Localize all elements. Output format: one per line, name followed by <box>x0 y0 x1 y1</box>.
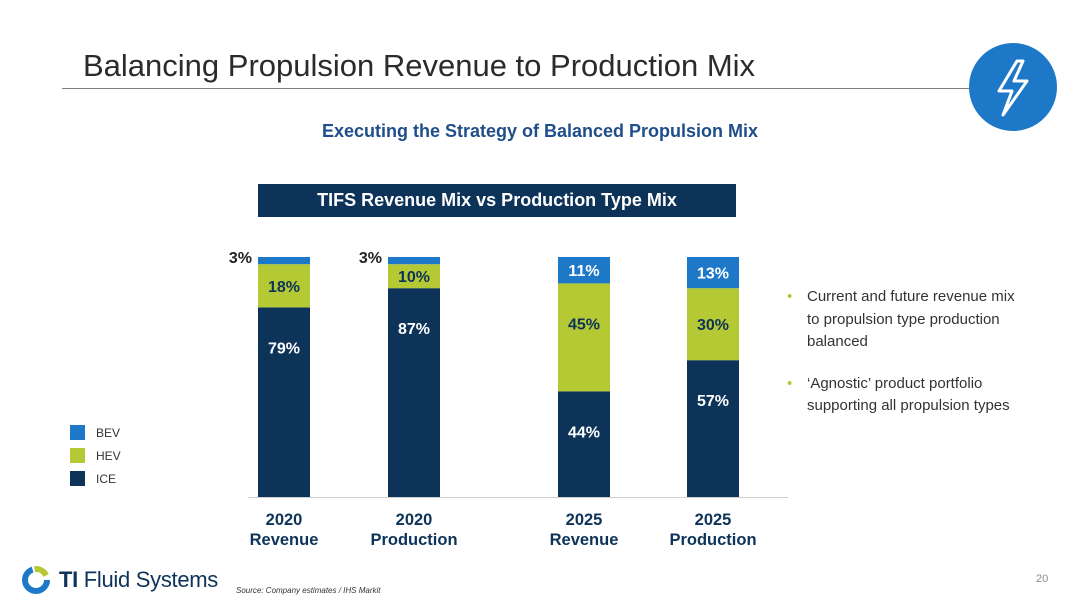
bullet-dot-icon: • <box>787 288 793 305</box>
data-label-bev: 13% <box>697 266 729 283</box>
bar-segment-ice <box>687 360 739 497</box>
legend-item-hev: HEV <box>70 444 121 467</box>
lightning-bolt-icon <box>997 59 1029 117</box>
legend-label: BEV <box>96 425 121 440</box>
legend-swatch <box>70 448 85 463</box>
data-label-bev: 11% <box>568 263 599 280</box>
data-label-hev: 30% <box>697 317 729 334</box>
logo-text: TI Fluid Systems <box>59 567 219 592</box>
title-divider <box>62 88 977 89</box>
bullet-item: • ‘Agnostic’ product portfolio supportin… <box>787 373 1017 418</box>
bar-segment-bev <box>687 257 739 289</box>
data-label-ice: 87% <box>398 321 430 338</box>
chart-title: TIFS Revenue Mix vs Production Type Mix <box>258 184 736 217</box>
page-number: 20 <box>1036 573 1049 585</box>
data-label-bev: 3% <box>359 250 382 267</box>
bar-segment-ice <box>258 307 310 497</box>
bar-segment-ice <box>388 288 440 497</box>
bullet-list: • Current and future revenue mix to prop… <box>787 286 1017 437</box>
source-note: Source: Company estimates / IHS Markit <box>236 586 381 595</box>
legend-swatch <box>70 471 85 486</box>
chart-subtitle: Executing the Strategy of Balanced Propu… <box>321 121 759 141</box>
bar-segment-hev <box>258 264 310 308</box>
lightning-badge <box>969 43 1057 131</box>
data-label-hev: 10% <box>398 269 430 286</box>
x-tick-label: Production <box>669 531 756 549</box>
x-tick-label: Production <box>370 531 457 549</box>
page-title: Balancing Propulsion Revenue to Producti… <box>83 48 756 83</box>
data-label-ice: 79% <box>268 340 300 357</box>
bar-segment-bev <box>558 257 610 284</box>
x-tick-label: Revenue <box>550 531 619 549</box>
bar-segment-bev <box>388 257 440 265</box>
bullet-text: ‘Agnostic’ product portfolio supporting … <box>807 374 1010 415</box>
x-tick-label: 2020 <box>396 511 433 529</box>
bar-segment-hev <box>687 288 739 361</box>
legend-label: HEV <box>96 448 121 463</box>
ti-logo-icon <box>22 566 50 594</box>
bullet-dot-icon: • <box>787 374 793 392</box>
x-tick-label: Revenue <box>250 531 319 549</box>
bar-segment-hev <box>388 264 440 289</box>
bullet-item: • Current and future revenue mix to prop… <box>787 286 1017 354</box>
data-label-ice: 57% <box>697 393 729 410</box>
bar-segment-hev <box>558 283 610 392</box>
data-label-hev: 18% <box>268 279 300 296</box>
chart-legend: BEV HEV ICE <box>70 421 121 490</box>
legend-item-bev: BEV <box>70 421 121 444</box>
data-label-ice: 44% <box>568 424 600 441</box>
data-label-bev: 3% <box>229 250 252 267</box>
legend-label: ICE <box>96 471 117 486</box>
bullet-text: Current and future revenue mix to propul… <box>807 288 1015 350</box>
legend-item-ice: ICE <box>70 467 121 490</box>
x-tick-label: 2025 <box>695 511 732 529</box>
bar-segment-bev <box>258 257 310 265</box>
legend-swatch <box>70 425 85 440</box>
data-label-hev: 45% <box>568 316 600 333</box>
x-tick-label: 2025 <box>566 511 603 529</box>
x-tick-label: 2020 <box>266 511 303 529</box>
bar-segment-ice <box>558 391 610 497</box>
company-logo: TI Fluid Systems <box>21 565 218 595</box>
